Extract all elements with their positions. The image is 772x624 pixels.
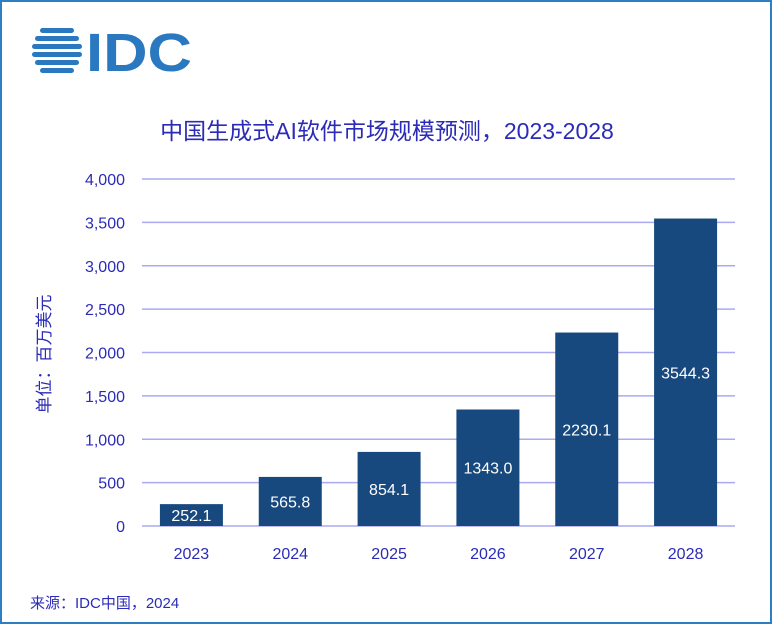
x-tick-label: 2028 bbox=[668, 546, 704, 563]
globe-stripes-icon bbox=[32, 28, 82, 73]
data-label: 252.1 bbox=[171, 508, 211, 525]
y-tick-label: 2,000 bbox=[85, 346, 125, 363]
y-tick-label: 500 bbox=[98, 476, 125, 493]
data-label: 565.8 bbox=[270, 494, 310, 511]
data-label: 1343.0 bbox=[463, 461, 512, 478]
y-tick-label: 0 bbox=[116, 519, 125, 536]
y-tick-label: 1,000 bbox=[85, 432, 125, 449]
bar-2027 bbox=[555, 332, 619, 526]
bar-2023 bbox=[159, 504, 223, 526]
x-tick-label: 2025 bbox=[371, 546, 407, 563]
bar-2025 bbox=[357, 451, 421, 526]
x-tick-label: 2023 bbox=[174, 546, 210, 563]
data-label: 2230.1 bbox=[562, 422, 611, 439]
y-axis-label: 单位：百万美元 bbox=[35, 295, 54, 414]
bar-2026 bbox=[456, 409, 520, 526]
y-tick-label: 2,500 bbox=[85, 302, 125, 319]
y-tick-label: 3,500 bbox=[85, 215, 125, 232]
x-tick-label: 2024 bbox=[272, 546, 308, 563]
data-label: 3544.3 bbox=[661, 365, 710, 382]
bar-2024 bbox=[258, 476, 322, 526]
data-label: 854.1 bbox=[369, 482, 409, 499]
source-note: 来源：IDC中国，2024 bbox=[30, 595, 180, 612]
bar-2028 bbox=[654, 218, 718, 526]
y-tick-label: 4,000 bbox=[85, 172, 125, 189]
idc-logo: IDC bbox=[32, 26, 192, 76]
y-tick-label: 1,500 bbox=[85, 389, 125, 406]
logo-text: IDC bbox=[86, 26, 192, 76]
x-tick-label: 2027 bbox=[569, 546, 605, 563]
x-tick-label: 2026 bbox=[470, 546, 506, 563]
chart-title: 中国生成式AI软件市场规模预测，2023-2028 bbox=[160, 118, 614, 144]
y-tick-label: 3,000 bbox=[85, 259, 125, 276]
